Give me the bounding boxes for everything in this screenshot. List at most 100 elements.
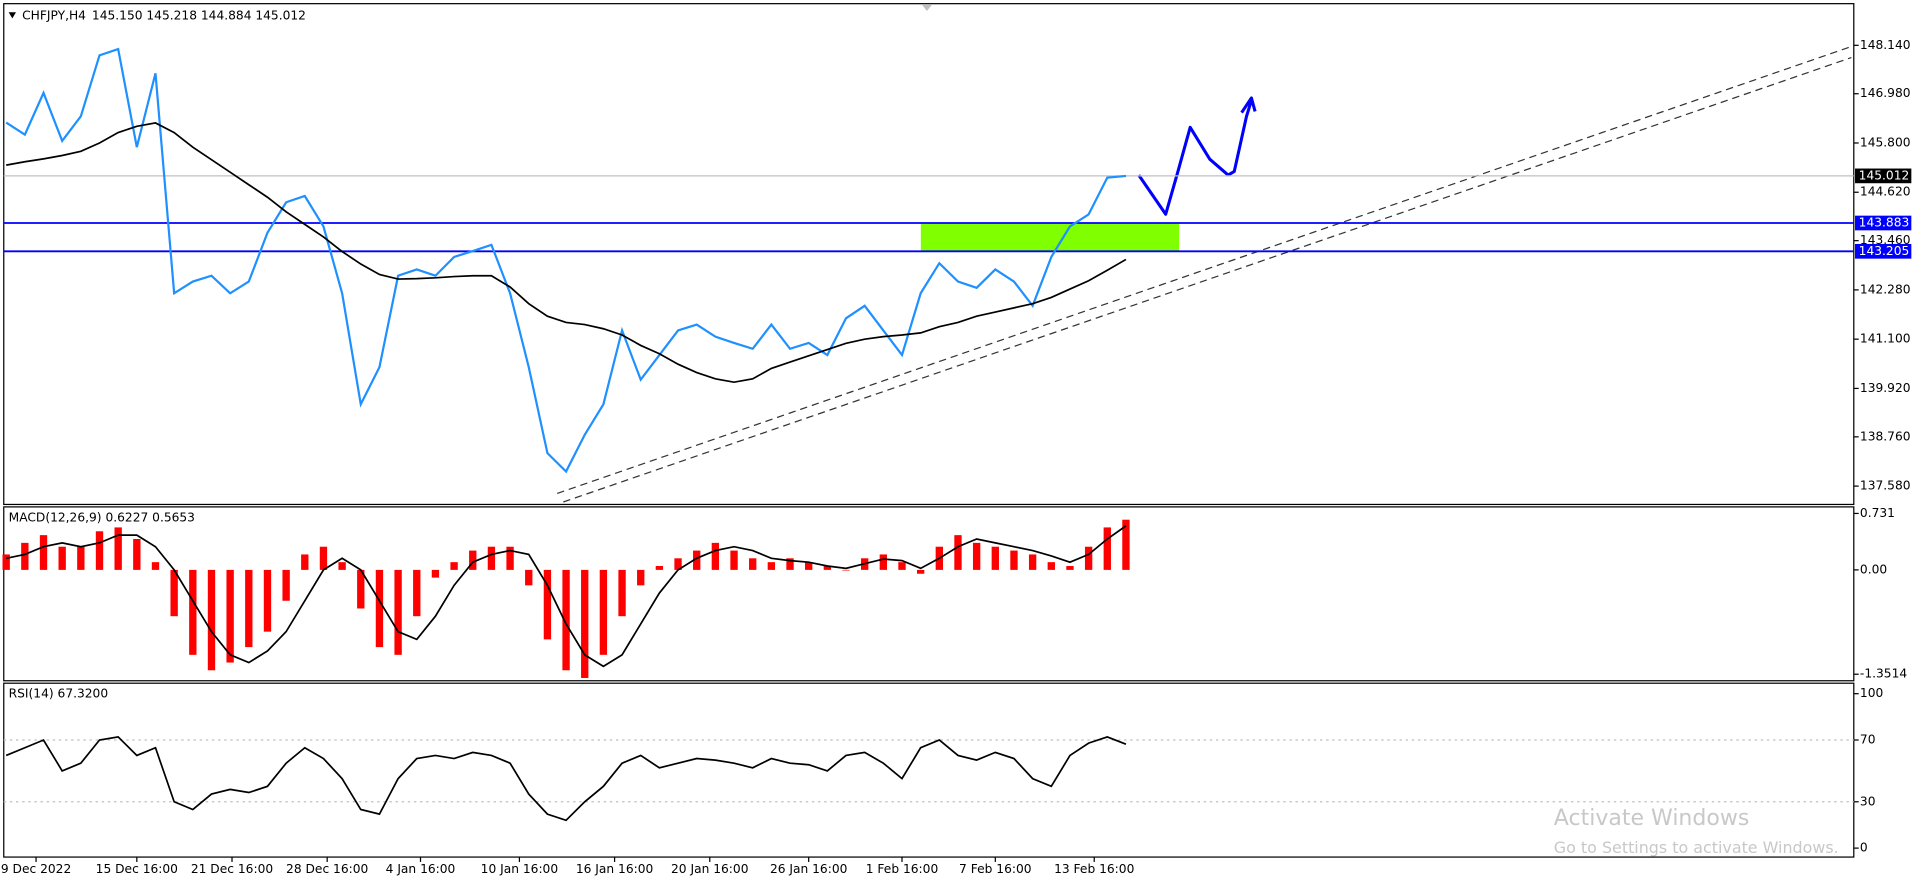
histogram-bar bbox=[506, 546, 514, 570]
histogram-bar bbox=[1010, 550, 1018, 570]
rsi-panel bbox=[3, 682, 1855, 858]
histogram-bar bbox=[879, 554, 888, 570]
trend-line bbox=[563, 56, 1852, 503]
histogram-bar bbox=[972, 542, 981, 570]
histogram-bar bbox=[319, 546, 328, 570]
y-tick-label: -1.3514 bbox=[1860, 667, 1907, 681]
x-tick-label: 15 Dec 16:00 bbox=[96, 862, 178, 876]
x-tick-label: 13 Feb 16:00 bbox=[1054, 862, 1134, 876]
y-tick-label: 148.140 bbox=[1860, 38, 1911, 52]
histogram-bar bbox=[413, 569, 421, 617]
histogram-bar bbox=[562, 569, 570, 671]
symbol-title: CHFJPY,H4 bbox=[22, 8, 86, 22]
watermark-text: Go to Settings to activate Windows. bbox=[1554, 838, 1839, 857]
y-tick-label: 100 bbox=[1860, 686, 1883, 700]
ohlc-values: 145.150 145.218 144.884 145.012 bbox=[92, 8, 306, 22]
x-tick-label: 9 Dec 2022 bbox=[1, 862, 71, 876]
x-tick-label: 28 Dec 16:00 bbox=[286, 862, 368, 876]
x-tick-label: 10 Jan 16:00 bbox=[481, 862, 558, 876]
histogram-bar bbox=[375, 569, 384, 648]
rsi-title: RSI(14) 67.3200 bbox=[9, 687, 108, 701]
level-label: 143.205 bbox=[1859, 244, 1910, 258]
watermark-title: Activate Windows bbox=[1554, 806, 1750, 831]
histogram-bar bbox=[133, 539, 141, 570]
x-tick-label: 4 Jan 16:00 bbox=[386, 862, 456, 876]
histogram-bar bbox=[898, 562, 906, 570]
histogram-bar bbox=[58, 546, 66, 570]
y-tick-label: 0.731 bbox=[1860, 506, 1895, 520]
histogram-bar bbox=[21, 542, 29, 570]
histogram-bar bbox=[674, 558, 682, 570]
histogram-bar bbox=[394, 569, 402, 655]
histogram-bar bbox=[1066, 566, 1074, 570]
histogram-bar bbox=[543, 569, 552, 640]
x-tick-label: 16 Jan 16:00 bbox=[576, 862, 653, 876]
histogram-bar bbox=[786, 558, 794, 570]
histogram-bar bbox=[805, 562, 813, 570]
histogram-bar bbox=[77, 546, 85, 570]
histogram-bar bbox=[525, 569, 533, 586]
y-tick-label: 138.760 bbox=[1860, 429, 1911, 443]
histogram-bar bbox=[189, 569, 197, 655]
menu-triangle bbox=[8, 12, 17, 19]
histogram-bar bbox=[916, 569, 925, 574]
histogram-bar bbox=[1103, 527, 1111, 570]
shift-marker bbox=[922, 4, 932, 12]
histogram-bar bbox=[823, 566, 832, 570]
y-tick-label: 30 bbox=[1860, 794, 1876, 808]
histogram-bar bbox=[450, 562, 458, 570]
series-line bbox=[5, 736, 1127, 822]
histogram-bar bbox=[1084, 546, 1093, 570]
histogram-bar bbox=[431, 569, 440, 578]
series-line bbox=[6, 525, 1127, 668]
histogram-bar bbox=[954, 535, 962, 570]
x-tick-label: 20 Jan 16:00 bbox=[671, 862, 748, 876]
histogram-bar bbox=[711, 542, 720, 570]
x-tick-label: 26 Jan 16:00 bbox=[770, 862, 847, 876]
y-tick-label: 0 bbox=[1860, 841, 1868, 855]
histogram-bar bbox=[263, 569, 272, 632]
histogram-bar bbox=[1047, 562, 1055, 570]
x-tick-label: 7 Feb 16:00 bbox=[959, 862, 1031, 876]
histogram-bar bbox=[282, 569, 290, 601]
histogram-bar bbox=[991, 546, 999, 570]
macd-title: MACD(12,26,9) 0.6227 0.5653 bbox=[9, 510, 195, 524]
histogram-bar bbox=[338, 562, 346, 570]
price-panel bbox=[3, 3, 1855, 506]
level-label-box bbox=[1855, 243, 1912, 259]
histogram-bar bbox=[655, 566, 664, 570]
histogram-bar bbox=[618, 569, 626, 617]
histogram-bar bbox=[599, 569, 608, 655]
histogram-bar bbox=[114, 527, 122, 570]
last-price-label: 145.012 bbox=[1859, 168, 1910, 182]
histogram-bar bbox=[39, 535, 48, 570]
y-tick-label: 137.580 bbox=[1860, 479, 1911, 493]
y-tick-label: 141.100 bbox=[1860, 332, 1911, 346]
histogram-bar bbox=[151, 562, 160, 570]
histogram-bar bbox=[581, 569, 589, 678]
histogram-bar bbox=[730, 550, 738, 570]
histogram-bar bbox=[207, 569, 216, 671]
y-tick-label: 146.980 bbox=[1860, 86, 1911, 100]
histogram-bar bbox=[693, 550, 701, 570]
histogram-bar bbox=[749, 558, 757, 570]
trend-line bbox=[556, 45, 1852, 495]
y-tick-label: 142.280 bbox=[1860, 282, 1911, 296]
histogram-bar bbox=[357, 569, 365, 609]
histogram-bar bbox=[842, 569, 850, 571]
y-tick-label: 144.620 bbox=[1860, 185, 1911, 199]
histogram-bar bbox=[170, 569, 178, 617]
x-tick-label: 21 Dec 16:00 bbox=[191, 862, 273, 876]
forecast-arrow bbox=[1137, 96, 1257, 216]
y-tick-label: 145.800 bbox=[1860, 135, 1911, 149]
histogram-bar bbox=[1122, 519, 1130, 570]
y-tick-label: 139.920 bbox=[1860, 381, 1911, 395]
histogram-bar bbox=[95, 531, 104, 570]
histogram-bar bbox=[226, 569, 234, 663]
level-label-box bbox=[1855, 215, 1912, 231]
level-label: 143.883 bbox=[1859, 216, 1910, 230]
histogram-bar bbox=[245, 569, 253, 648]
y-tick-label: 70 bbox=[1860, 733, 1876, 747]
histogram-bar bbox=[637, 569, 645, 586]
